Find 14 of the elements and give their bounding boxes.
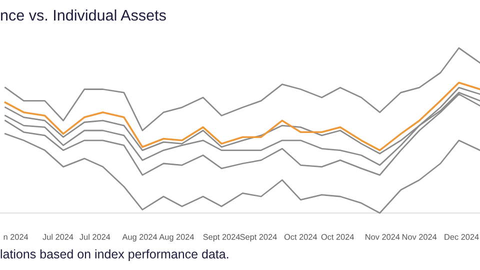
- x-tick-label: Oct 2024: [284, 234, 318, 240]
- x-tick-label: Jul 2024: [42, 234, 74, 240]
- x-tick-label: Aug 2024: [122, 234, 158, 242]
- x-tick-label: Nov 2024: [366, 234, 400, 240]
- x-tick-label: Oct 2024: [321, 234, 354, 240]
- chart-title: nce vs. Individual Assets: [1, 9, 166, 21]
- x-tick-label: Aug 2024: [159, 234, 194, 242]
- x-tick-label: Nov 2024: [402, 234, 437, 240]
- x-tick-label: Sept 2024: [240, 234, 277, 242]
- x-tick-label: Sept 2024: [203, 234, 240, 242]
- x-tick-label: Dec 2024: [444, 234, 479, 240]
- text: lations based on index performance data.: [0, 249, 228, 261]
- x-tick-label: Jul 2024: [80, 234, 110, 240]
- x-tick-label: n 2024: [4, 234, 28, 240]
